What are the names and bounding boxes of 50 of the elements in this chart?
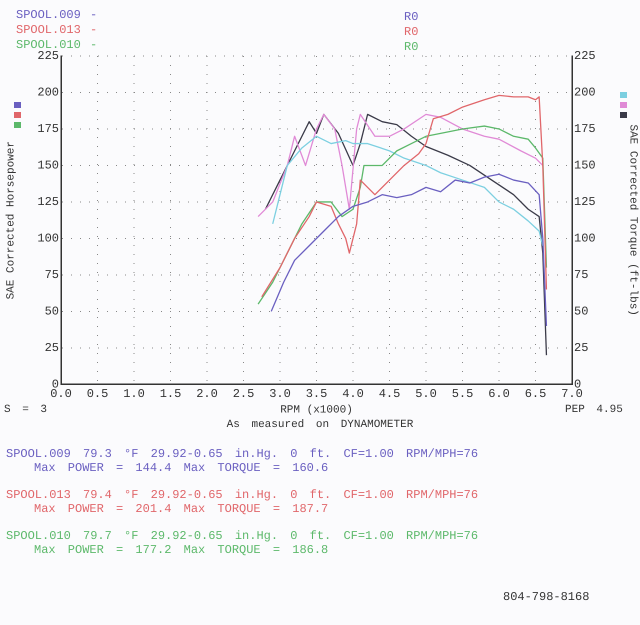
text: Max POWER = 177.2 Max TORQUE = 186.8 xyxy=(34,543,328,557)
text: Max POWER = 144.4 Max TORQUE = 160.6 xyxy=(34,461,328,475)
x-tick-label: 2.0 xyxy=(196,386,218,401)
x-axis-title: RPM (x1000) xyxy=(280,404,353,416)
y-tick-label: 200 xyxy=(37,86,59,100)
x-tick-label: 2.5 xyxy=(232,386,254,401)
y2-tick-label: 150 xyxy=(574,158,596,173)
text: S = 3 xyxy=(4,404,48,416)
y2-tick-label: 225 xyxy=(574,49,596,64)
x-tick-label: 3.0 xyxy=(269,386,291,401)
y2-tick-label: 175 xyxy=(574,122,596,136)
text: R0 xyxy=(404,40,418,54)
y2-tick-label: 75 xyxy=(574,268,588,282)
text: PEP 4.95 xyxy=(565,404,623,416)
y-tick-label: 225 xyxy=(37,49,59,64)
y-tick-label: 175 xyxy=(37,122,59,136)
y-tick-label: 50 xyxy=(44,304,59,319)
text: As measured on DYNAMOMETER xyxy=(226,419,414,431)
x-tick-label: 4.5 xyxy=(378,386,400,401)
y-tick-label: 150 xyxy=(37,158,59,173)
y2-tick-label: 50 xyxy=(574,304,588,319)
text: R0 xyxy=(404,10,418,24)
x-tick-label: 3.5 xyxy=(306,386,328,401)
y-axis-title: SAE Corrected Horsepower xyxy=(6,140,18,300)
x-tick-label: 1.0 xyxy=(123,386,145,401)
x-tick-label: 6.5 xyxy=(524,386,546,401)
x-tick-label: 0.5 xyxy=(86,386,108,401)
y-tick-label: 100 xyxy=(37,232,59,246)
y2-tick-label: 100 xyxy=(574,232,596,246)
text: 804-798-8168 xyxy=(503,590,590,604)
y-tick-label: 125 xyxy=(37,195,59,210)
text: R0 xyxy=(404,25,418,39)
x-tick-label: 1.5 xyxy=(160,386,182,401)
text: SPOOL.010 79.7 °F 29.92-0.65 in.Hg. 0 ft. CF=1.00 RPM/MPH=76 xyxy=(6,529,478,543)
text: Max POWER = 201.4 Max TORQUE = 187.7 xyxy=(34,502,328,516)
y2-tick-label: 25 xyxy=(574,341,588,356)
text: SPOOL.013 79.4 °F 29.92-0.65 in.Hg. 0 ft. CF=1.00 RPM/MPH=76 xyxy=(6,488,478,502)
x-tick-label: 6.0 xyxy=(488,386,510,401)
text: SPOOL.009 - xyxy=(16,8,98,22)
y-tick-label: 25 xyxy=(44,341,59,356)
x-tick-label: 5.5 xyxy=(452,386,474,401)
y2-tick-label: 200 xyxy=(574,86,596,100)
y2-tick-label: 125 xyxy=(574,195,596,210)
x-tick-label: 5.0 xyxy=(415,386,437,401)
y2-axis-title: SAE Corrected Torque (ft-lbs) xyxy=(626,124,638,316)
text: SPOOL.009 79.3 °F 29.92-0.65 in.Hg. 0 ft. CF=1.00 RPM/MPH=76 xyxy=(6,447,478,461)
y-tick-label: 75 xyxy=(44,268,59,282)
text: SPOOL.013 - xyxy=(16,23,98,37)
x-tick-label: 4.0 xyxy=(342,386,364,401)
text: SPOOL.010 - xyxy=(16,38,98,52)
